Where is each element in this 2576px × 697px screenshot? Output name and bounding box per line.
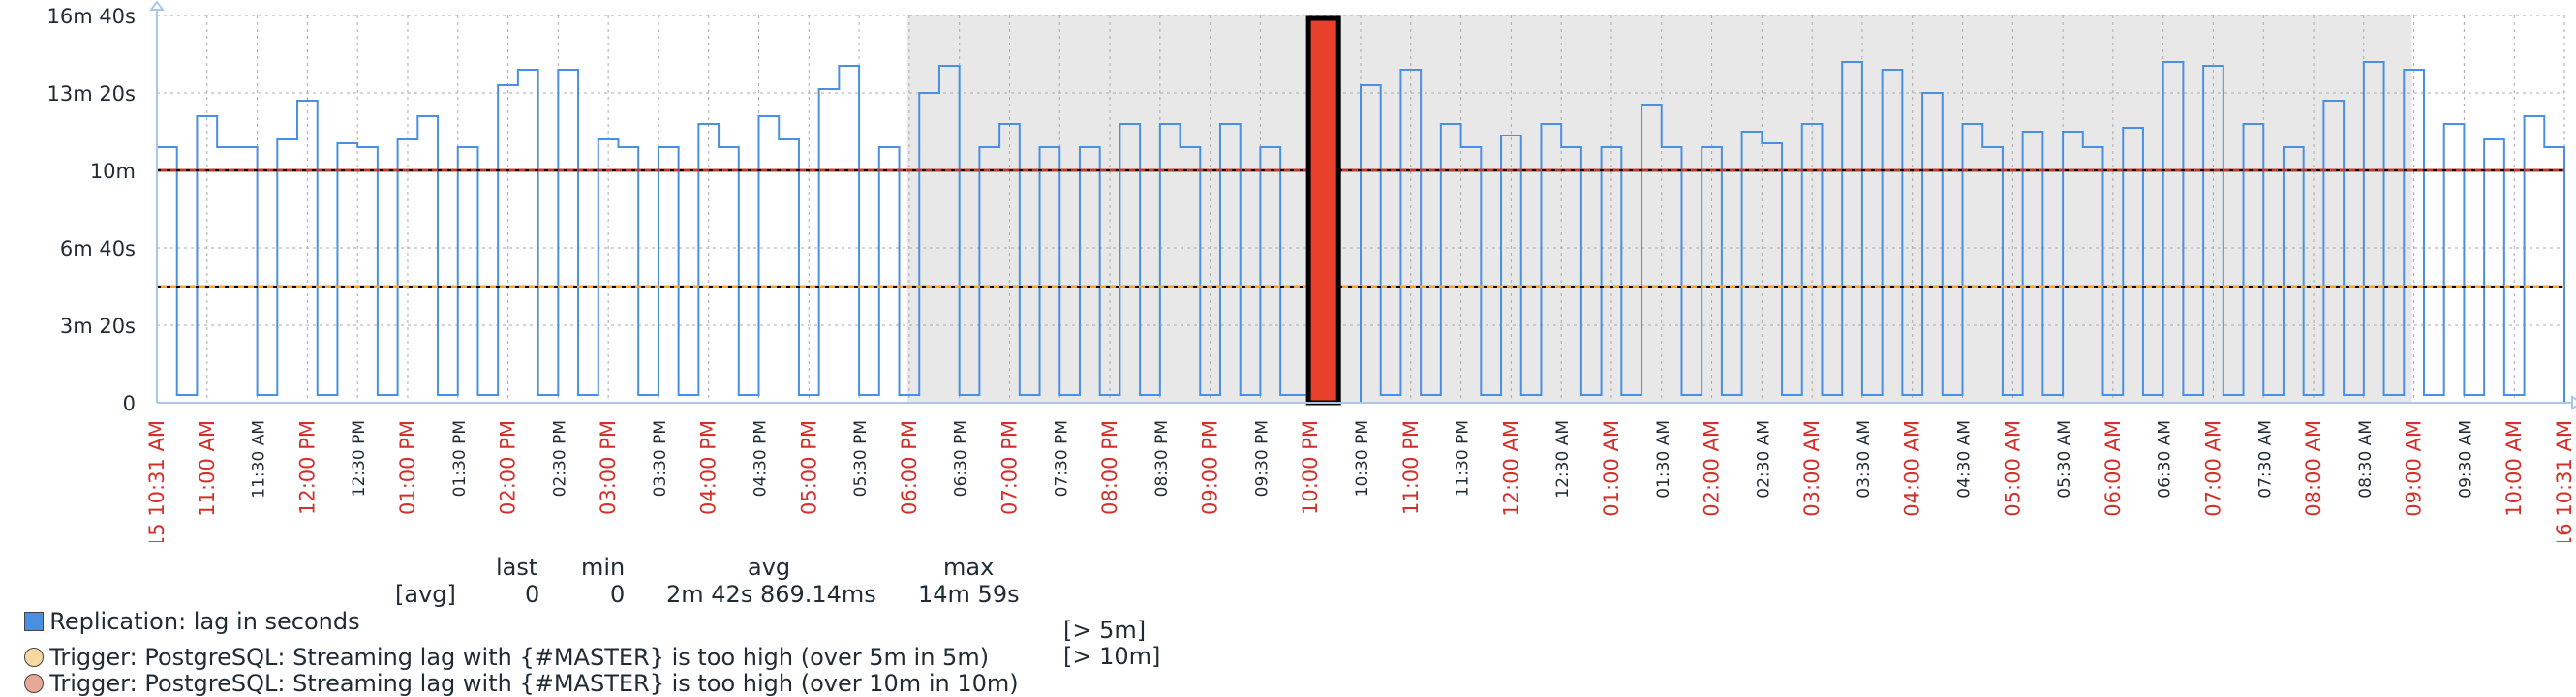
series-color-swatch <box>24 612 45 631</box>
legend-series-label: Replication: lag in seconds <box>49 608 360 635</box>
x-tick-label: 05:30 AM <box>2055 420 2074 499</box>
x-tick-label: 12:00 PM <box>295 420 319 515</box>
x-tick-label: 09:30 PM <box>1252 420 1272 497</box>
x-axis-arrow <box>2571 395 2576 410</box>
x-tick-label: 06:30 AM <box>2156 420 2175 499</box>
legend-trigger-row-2: Trigger: PostgreSQL: Streaming lag with … <box>10 643 1019 697</box>
x-tick-label: 08:30 PM <box>1152 420 1172 497</box>
x-tick-label: 02:00 AM <box>1701 420 1724 517</box>
x-tick-label: 03:30 AM <box>1855 420 1874 499</box>
y-tick-label: 3m 20s <box>60 315 136 338</box>
x-tick-label: 12:30 AM <box>1553 420 1573 499</box>
x-tick-label: 08:00 PM <box>1098 420 1121 515</box>
legend-header-max: max <box>943 554 995 581</box>
x-tick-label: 08:30 AM <box>2356 420 2376 499</box>
legend-header-avg: avg <box>748 554 791 581</box>
x-tick-label: 06:30 PM <box>952 420 971 497</box>
x-tick-label: 07/16 10:31 AM <box>2553 420 2576 542</box>
legend-trigger2-label: Trigger: PostgreSQL: Streaming lag with … <box>49 670 1019 697</box>
problem-marker <box>1305 15 1341 406</box>
shaded-period <box>906 15 2412 403</box>
x-tick-label: 06:00 PM <box>898 420 921 515</box>
x-tick-label: 11:00 AM <box>196 420 219 517</box>
x-tick-label: 05:00 AM <box>2001 420 2024 517</box>
x-tick-label: 12:30 PM <box>350 420 369 497</box>
x-tick-label: 11:30 PM <box>1454 420 1473 497</box>
y-tick-label: 13m 20s <box>46 82 136 106</box>
y-tick-label: 0 <box>123 392 136 415</box>
x-tick-label: 09:00 PM <box>1199 420 1222 515</box>
x-tick-label: 04:00 PM <box>697 420 721 515</box>
x-tick-label: 05:30 PM <box>851 420 871 497</box>
x-tick-label: 07:00 AM <box>2201 420 2224 517</box>
x-tick-label: 04:30 PM <box>751 420 771 497</box>
x-tick-label: 01:30 PM <box>450 420 470 497</box>
legend-max-value: 14m 59s <box>918 581 1020 608</box>
trigger-average-icon <box>24 674 45 693</box>
x-tick-label: 07:30 PM <box>1052 420 1071 497</box>
legend-last-value: 0 <box>525 581 540 608</box>
legend-trigger1-label: Trigger: PostgreSQL: Streaming lag with … <box>49 644 990 671</box>
legend-trigger2-value: [> 10m] <box>1063 643 1161 670</box>
x-tick-label: 09:00 AM <box>2403 420 2426 517</box>
x-tick-label: 12:00 AM <box>1499 420 1522 517</box>
legend-header-min: min <box>581 554 626 581</box>
legend-series-func: [avg] <box>395 581 456 608</box>
x-tick-label: 11:30 AM <box>250 420 269 499</box>
x-tick-label: 04:00 AM <box>1901 420 1924 517</box>
x-tick-label: 10:00 AM <box>2502 420 2526 517</box>
trigger-warning-icon <box>24 648 45 667</box>
x-tick-label: 07:00 PM <box>997 420 1021 515</box>
y-tick-label: 6m 40s <box>60 237 136 260</box>
lag-chart: 07/15 10:31 AM 11:00 AM 11:30 AM 12:00 PM 12… <box>46 0 2576 542</box>
legend-trigger-row-1: Trigger: PostgreSQL: Streaming lag with … <box>10 617 989 671</box>
x-tick-label: 03:00 PM <box>597 420 620 515</box>
x-tick-label: 10:00 PM <box>1299 420 1322 515</box>
y-tick-label: 16m 40s <box>46 5 136 28</box>
x-tick-label: 02:00 PM <box>497 420 520 515</box>
x-tick-label: 01:00 AM <box>1600 420 1623 517</box>
x-tick-label: 01:00 PM <box>396 420 419 515</box>
x-tick-label: 03:00 AM <box>1800 420 1824 517</box>
x-tick-label: 09:30 AM <box>2456 420 2475 499</box>
x-tick-label: 04:30 AM <box>1955 420 1975 499</box>
legend-header-last: last <box>496 554 538 581</box>
x-tick-label: 10:30 PM <box>1353 420 1372 497</box>
x-tick-label: 01:30 AM <box>1654 420 1673 499</box>
y-axis-arrow <box>149 0 165 11</box>
legend-trigger1-value: [> 5m] <box>1063 617 1147 644</box>
x-tick-label: 08:00 AM <box>2302 420 2325 517</box>
x-tick-label: 03:30 PM <box>651 420 670 497</box>
x-tick-label: 05:00 PM <box>797 420 820 515</box>
x-tick-label: 02:30 PM <box>550 420 569 497</box>
x-tick-label: 02:30 AM <box>1754 420 1773 499</box>
x-tick-label: 11:00 PM <box>1399 420 1423 515</box>
legend-min-value: 0 <box>610 581 626 608</box>
legend-avg-value: 2m 42s 869.14ms <box>666 581 876 608</box>
x-tick-label: 07/15 10:31 AM <box>145 420 169 542</box>
y-tick-label: 10m <box>90 160 136 183</box>
x-tick-label: 07:30 AM <box>2255 420 2275 499</box>
x-tick-label: 06:00 AM <box>2101 420 2125 517</box>
legend-series-row: Replication: lag in seconds <box>10 581 360 635</box>
